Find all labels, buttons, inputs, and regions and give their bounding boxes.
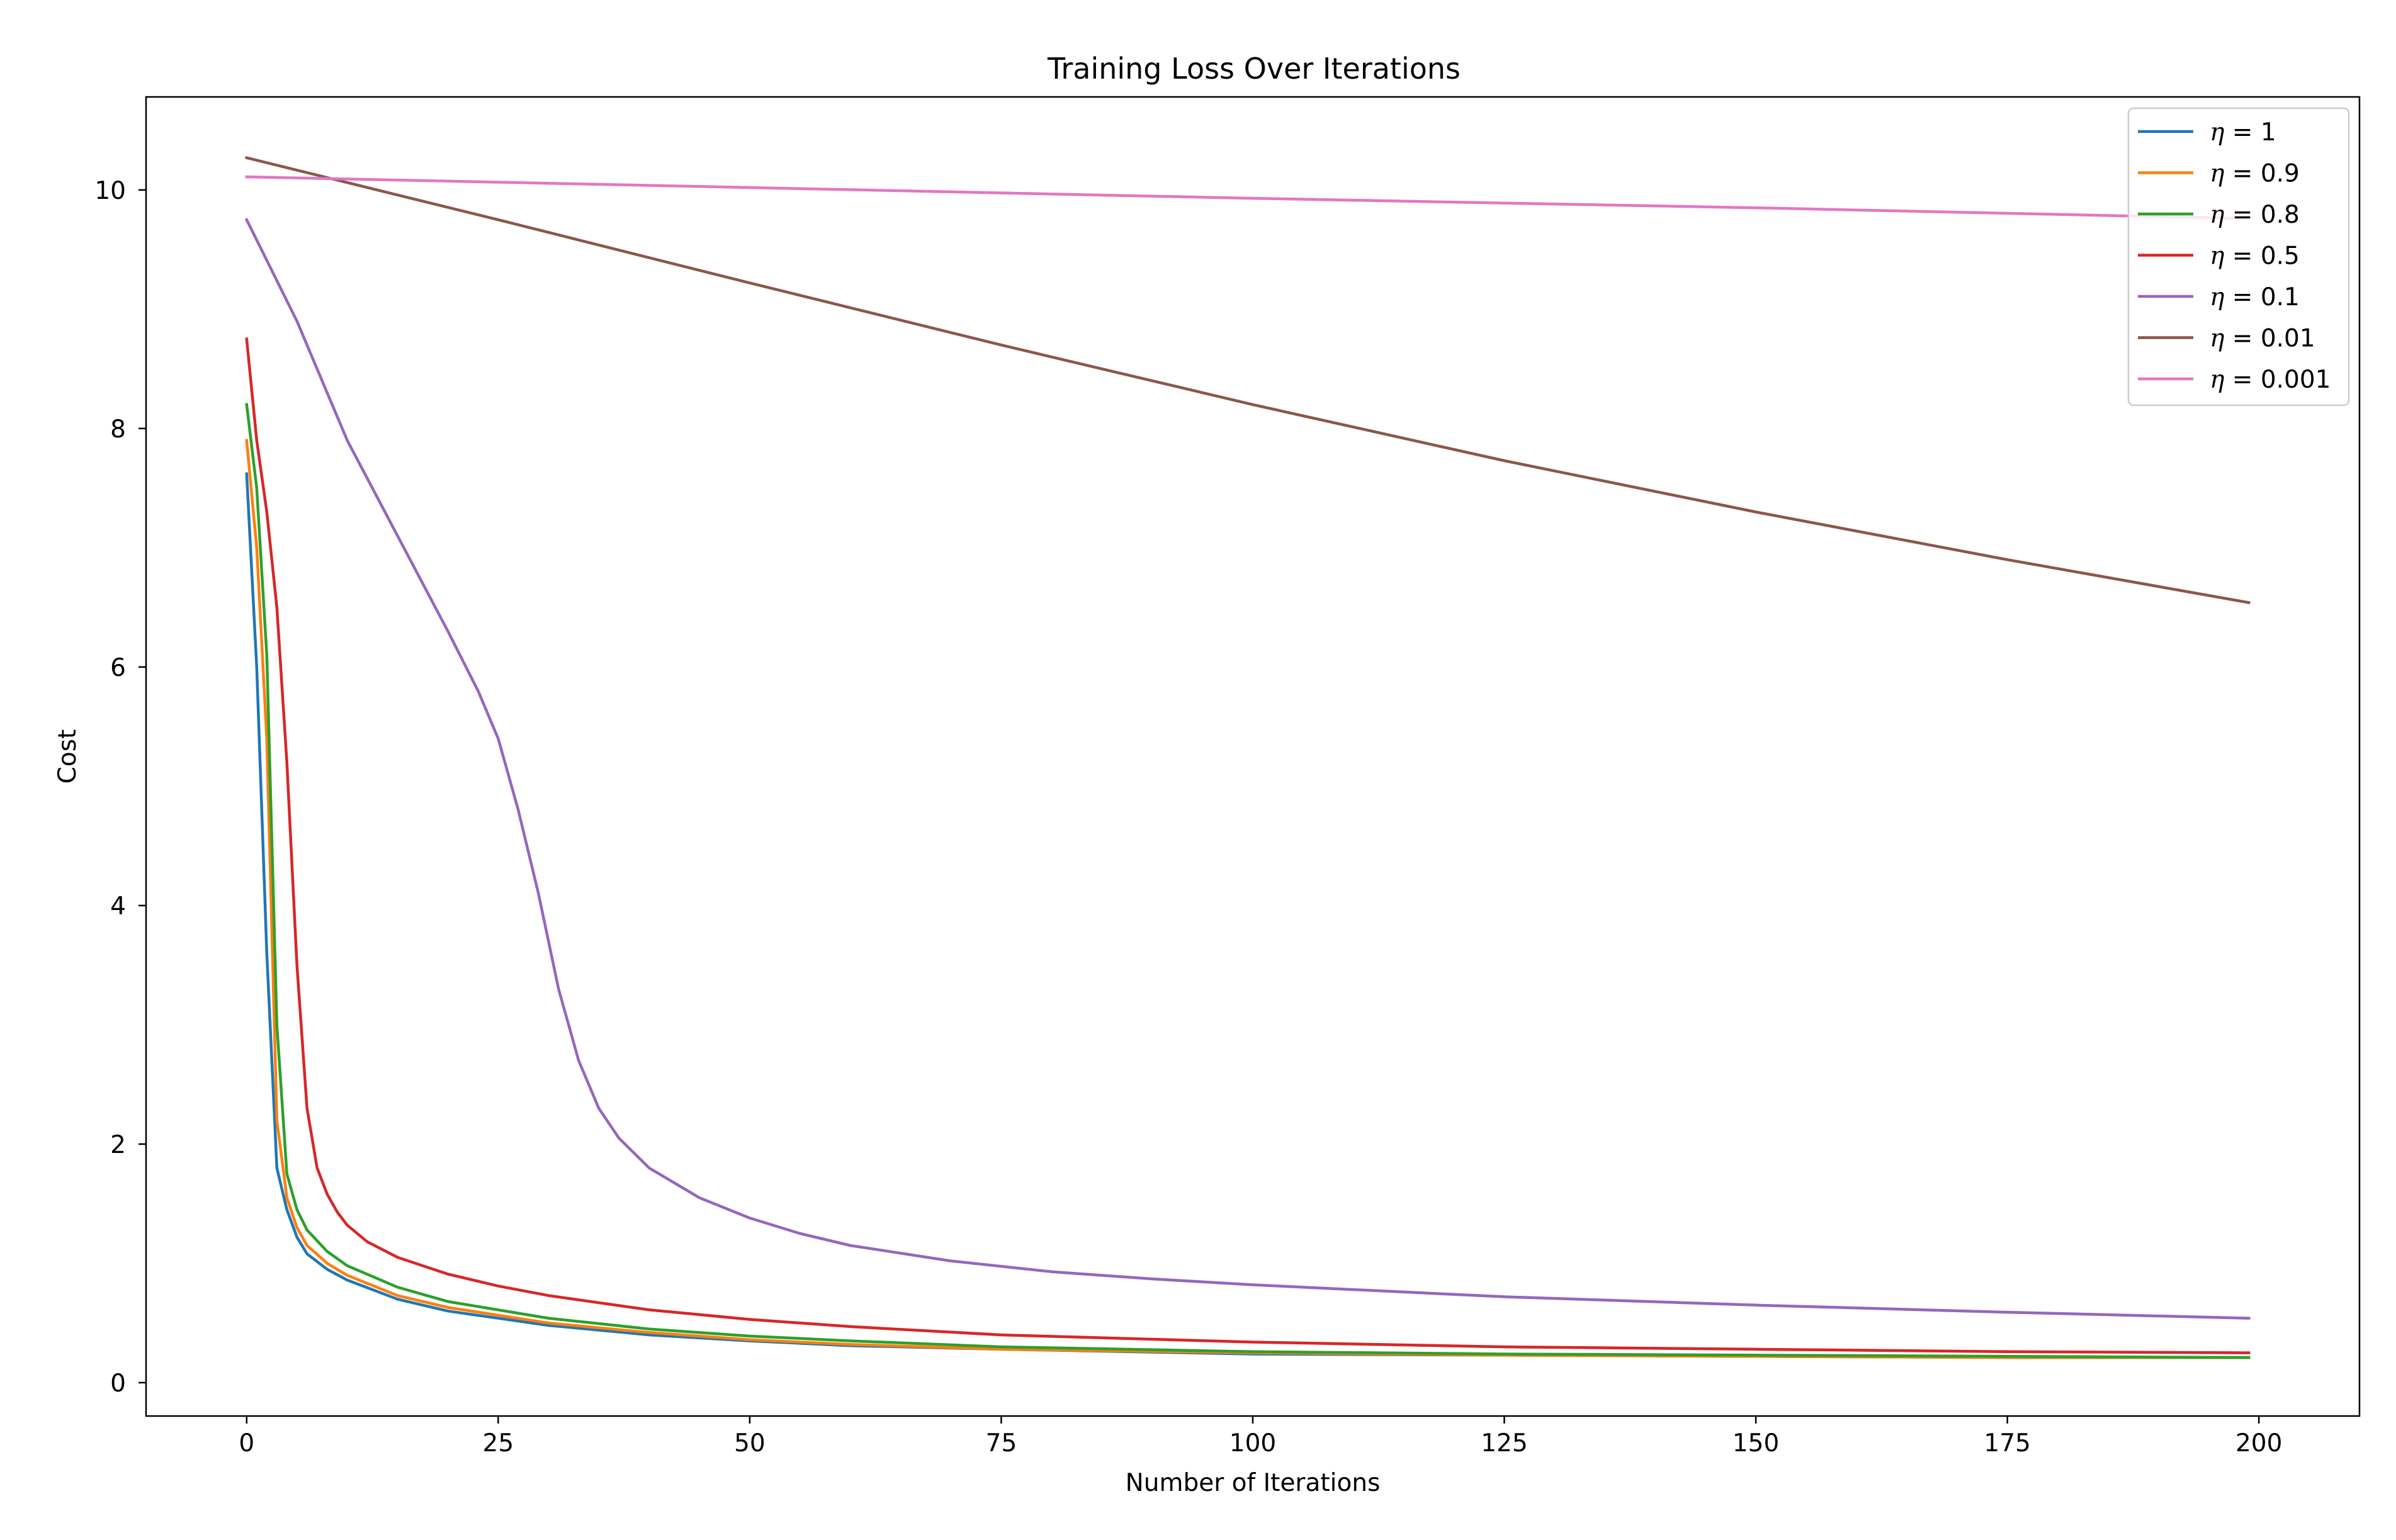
y-tick-label: 10 [94, 177, 126, 205]
x-tick-label: 200 [2235, 1429, 2282, 1458]
y-axis-label: Cost [54, 729, 82, 784]
series-line-3 [245, 337, 2251, 1354]
x-tick-label: 175 [1984, 1429, 2030, 1458]
y-tick-label: 4 [110, 892, 126, 921]
y-axis-ticks: 0 2 4 6 8 10 [94, 177, 146, 1398]
legend: η = 1 η = 0.9 η = 0.8 η = 0.5 η = 0.1 η = 0.0… [2127, 107, 2350, 407]
x-tick-label: 50 [734, 1429, 766, 1458]
x-axis-label: Number of Iterations [1126, 1469, 1381, 1497]
legend-box [2127, 107, 2350, 407]
y-tick-label: 8 [110, 415, 126, 444]
x-tick-label: 150 [1732, 1429, 1779, 1458]
chart-title: Training Loss Over Iterations [1047, 52, 1461, 86]
series-line-6 [245, 175, 2251, 220]
x-tick-label: 0 [239, 1429, 254, 1458]
x-tick-label: 100 [1229, 1429, 1276, 1458]
series-line-5 [245, 155, 2251, 605]
legend-label-6: η = 0.001 [2210, 366, 2331, 394]
x-tick-label: 25 [483, 1429, 514, 1458]
x-axis-ticks: 0 25 50 75 100 125 150 175 200 [239, 1416, 2282, 1458]
legend-label-1: η = 0.9 [2210, 160, 2300, 188]
x-tick-label: 125 [1481, 1429, 1527, 1458]
x-tick-label: 75 [986, 1429, 1017, 1458]
legend-label-5: η = 0.01 [2210, 325, 2315, 353]
series-line-4 [244, 218, 2251, 1320]
y-tick-label: 2 [110, 1131, 126, 1159]
legend-label-4: η = 0.1 [2210, 283, 2300, 312]
series-layer [244, 155, 2251, 1359]
legend-label-2: η = 0.8 [2210, 201, 2300, 229]
y-tick-label: 0 [110, 1369, 126, 1398]
legend-label-3: η = 0.5 [2210, 242, 2300, 271]
series-line-2 [245, 403, 2251, 1359]
legend-items: η = 1 η = 0.9 η = 0.8 η = 0.5 η = 0.1 η = 0.0… [2138, 118, 2331, 394]
y-tick-label: 6 [110, 654, 126, 682]
legend-label-0: η = 1 [2210, 118, 2276, 147]
